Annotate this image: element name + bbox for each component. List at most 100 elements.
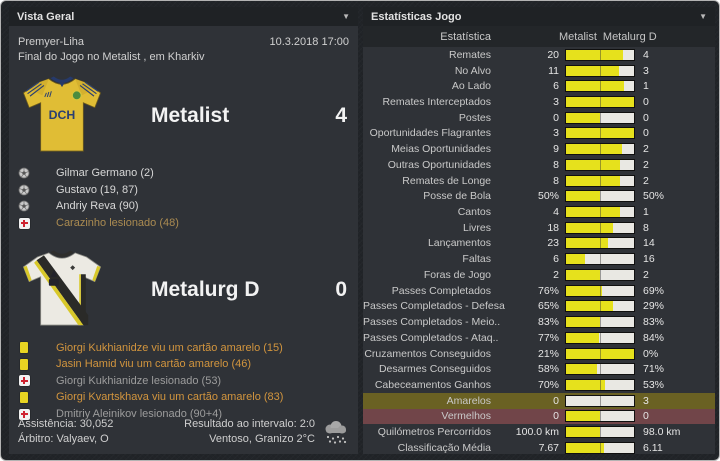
stat-row: Cabeceamentos Ganhos 70% 53% xyxy=(363,377,715,393)
stat-comparison-bar xyxy=(565,48,635,61)
stat-away-value: 71% xyxy=(643,363,665,376)
stat-home-value: 21% xyxy=(537,347,559,360)
match-event[interactable]: Carazinho lesionado (48) xyxy=(9,215,358,232)
stat-away-value: 2 xyxy=(643,174,649,187)
stat-label: Remates de Longe xyxy=(402,174,491,187)
referee-text: Árbitro: Valyaev, O xyxy=(18,433,109,445)
match-event[interactable]: Dmitriy Aleinikov lesionado (90+4) xyxy=(9,406,358,423)
stat-row: Lançamentos 23 14 xyxy=(363,236,715,252)
home-column-title: Metalist xyxy=(559,30,597,43)
stat-label: Quilómetros Percorridos xyxy=(377,426,491,439)
panel-dropdown-icon[interactable]: ▼ xyxy=(342,11,350,21)
stat-away-value: 0 xyxy=(643,127,649,140)
stat-comparison-bar xyxy=(565,174,635,187)
stat-away-value: 0 xyxy=(643,410,649,423)
stat-row: Passes Completados - Ataq.. 77% 84% xyxy=(363,330,715,346)
stat-comparison-bar xyxy=(565,221,635,234)
overview-panel-title: Vista Geral xyxy=(17,10,75,23)
goal-icon xyxy=(17,200,31,212)
away-team-name[interactable]: Metalurg D xyxy=(151,278,260,302)
stat-label: Outras Oportunidades xyxy=(387,158,491,171)
stat-label: Remates Interceptados xyxy=(382,96,491,109)
stat-label: Passes Completados xyxy=(391,284,491,297)
event-text: Carazinho lesionado (48) xyxy=(56,217,179,230)
stat-row: Faltas 6 16 xyxy=(363,251,715,267)
stat-home-value: 76% xyxy=(537,284,559,297)
event-text: Jasin Hamid viu um cartão amarelo (46) xyxy=(56,358,252,371)
stats-table: Remates 20 4 No Alvo 11 3 Ao Lado 6 1 Remates Int… xyxy=(363,47,715,456)
stat-home-value: 2 xyxy=(553,268,559,281)
stat-comparison-bar xyxy=(565,268,635,281)
event-text: Dmitriy Aleinikov lesionado (90+4) xyxy=(56,408,222,421)
competition-name: Premyer-Liha xyxy=(18,36,85,48)
stat-away-value: 0 xyxy=(643,111,649,124)
stat-comparison-bar xyxy=(565,64,635,77)
stat-row: Passes Completados - Meio.. 83% 83% xyxy=(363,314,715,330)
stat-row: Oportunidades Flagrantes 3 0 xyxy=(363,126,715,142)
event-text: Giorgi Kukhianidze viu um cartão amarelo… xyxy=(56,341,283,354)
stat-home-value: 18 xyxy=(547,221,559,234)
match-event[interactable]: Giorgi Kukhianidze viu um cartão amarelo… xyxy=(9,339,358,356)
yellow-card-icon xyxy=(17,342,31,354)
stat-comparison-bar xyxy=(565,111,635,124)
stat-home-value: 6 xyxy=(553,253,559,266)
stat-label: Faltas xyxy=(462,253,491,266)
stat-column-title: Estatística xyxy=(440,30,491,43)
away-team-block: Metalurg D 0 xyxy=(9,247,358,333)
stat-label: Postes xyxy=(458,111,491,124)
stat-comparison-bar xyxy=(565,284,635,297)
stat-comparison-bar xyxy=(565,143,635,156)
stat-comparison-bar xyxy=(565,253,635,266)
panel-dropdown-icon[interactable]: ▼ xyxy=(699,11,707,21)
match-event[interactable]: Gilmar Germano (2) xyxy=(9,165,358,182)
stat-comparison-bar xyxy=(565,127,635,140)
match-meta: Premyer-Liha 10.3.2018 17:00 xyxy=(9,26,358,48)
stat-away-value: 0% xyxy=(643,347,659,360)
stat-row: Foras de Jogo 2 2 xyxy=(363,267,715,283)
stat-away-value: 84% xyxy=(643,331,665,344)
stats-panel-title: Estatísticas Jogo xyxy=(371,10,462,23)
yellow-card-icon xyxy=(17,358,31,370)
stat-away-value: 3 xyxy=(643,394,649,407)
home-team-name[interactable]: Metalist xyxy=(151,104,230,127)
stat-home-value: 8 xyxy=(553,174,559,187)
stat-label: Remates xyxy=(448,48,491,61)
event-text: Gilmar Germano (2) xyxy=(56,167,154,180)
stat-label: No Alvo xyxy=(454,64,491,77)
stat-away-value: 50% xyxy=(643,190,665,203)
match-event[interactable]: Giorgi Kukhianidze lesionado (53) xyxy=(9,373,358,390)
stat-label: Passes Completados - Defesa xyxy=(363,300,505,313)
stat-row: Desarmes Conseguidos 58% 71% xyxy=(363,361,715,377)
match-event[interactable]: Jasin Hamid viu um cartão amarelo (46) xyxy=(9,356,358,373)
stat-row: Vermelhos 0 0 xyxy=(363,408,715,425)
event-text: Giorgi Kukhianidze lesionado (53) xyxy=(56,374,222,387)
away-events-list: Giorgi Kukhianidze viu um cartão amarelo… xyxy=(9,339,358,422)
home-team-score: 4 xyxy=(335,104,347,127)
match-event[interactable]: Gustavo (19, 87) xyxy=(9,182,358,199)
stat-comparison-bar xyxy=(565,190,635,203)
stat-comparison-bar xyxy=(565,237,635,250)
stat-home-value: 77% xyxy=(537,331,559,344)
stat-row: Postes 0 0 xyxy=(363,110,715,126)
stat-away-value: 1 xyxy=(643,80,649,93)
away-column-title: Metalurg D xyxy=(602,30,657,43)
stat-row: Posse de Bola 50% 50% xyxy=(363,188,715,204)
stat-label: Oportunidades Flagrantes xyxy=(369,127,491,140)
stat-home-value: 58% xyxy=(537,363,559,376)
match-event[interactable]: Giorgi Kvartskhava viu um cartão amarelo… xyxy=(9,389,358,406)
stat-label: Passes Completados - Ataq.. xyxy=(363,331,499,344)
match-footer: Assistência: 30,052 Árbitro: Valyaev, O … xyxy=(18,417,350,447)
stat-label: Livres xyxy=(462,221,491,234)
stat-away-value: 2 xyxy=(643,158,649,171)
match-event[interactable]: Andriy Reva (90) xyxy=(9,198,358,215)
stat-row: Cruzamentos Conseguidos 21% 0% xyxy=(363,346,715,362)
stat-label: Meias Oportunidades xyxy=(391,143,491,156)
yellow-card-icon xyxy=(17,391,31,403)
stat-comparison-bar xyxy=(565,206,635,219)
home-team-block: DCH Metalist 4 xyxy=(9,73,358,159)
stats-panel-header: Estatísticas Jogo ▼ xyxy=(363,7,715,26)
stat-home-value: 50% xyxy=(537,190,559,203)
stat-away-value: 69% xyxy=(643,284,665,297)
away-team-shirt xyxy=(22,250,102,326)
